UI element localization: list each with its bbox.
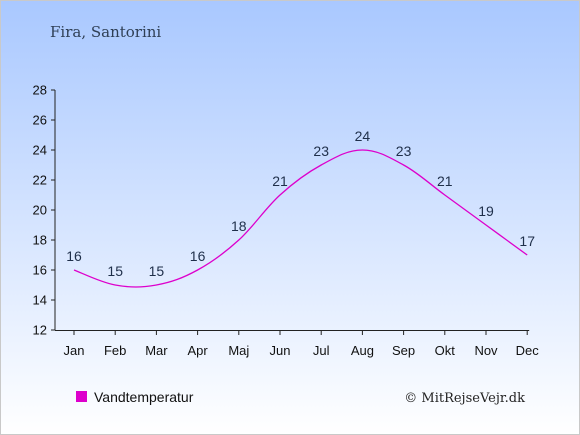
x-axis: Jan Feb Mar Apr Maj Jun Jul Aug Sep Okt Nov Dec xyxy=(55,330,539,358)
x-tick-label: Mar xyxy=(145,343,168,358)
x-tick-label: Apr xyxy=(187,343,208,358)
x-tick-label: Maj xyxy=(228,343,249,358)
data-label: 21 xyxy=(437,173,453,189)
x-tick-label: Nov xyxy=(474,343,498,358)
data-labels: 16 15 15 16 18 21 23 24 23 21 19 17 xyxy=(66,128,535,279)
x-tick-label: Okt xyxy=(435,343,456,358)
x-tick-label: Jan xyxy=(64,343,85,358)
data-label: 23 xyxy=(396,143,412,159)
x-tick-label: Feb xyxy=(104,343,126,358)
series-line xyxy=(73,149,528,288)
chart-title: Fira, Santorini xyxy=(50,23,161,41)
y-tick-label: 12 xyxy=(33,323,47,338)
x-tick-label: Jun xyxy=(270,343,291,358)
data-label: 15 xyxy=(107,263,123,279)
data-label: 19 xyxy=(478,203,494,219)
data-label: 16 xyxy=(66,248,82,264)
data-label: 18 xyxy=(231,218,247,234)
y-tick-label: 22 xyxy=(33,173,47,188)
data-label: 15 xyxy=(149,263,165,279)
y-tick-label: 20 xyxy=(33,203,47,218)
x-tick-label: Jul xyxy=(313,343,330,358)
x-tick-label: Dec xyxy=(516,343,540,358)
data-label: 17 xyxy=(519,233,535,249)
y-tick-label: 26 xyxy=(33,113,47,128)
data-label: 16 xyxy=(190,248,206,264)
legend-swatch xyxy=(76,391,87,402)
x-tick-label: Sep xyxy=(392,343,415,358)
series-vandtemperatur xyxy=(73,149,528,288)
data-label: 23 xyxy=(313,143,329,159)
data-label: 24 xyxy=(355,128,371,144)
y-tick-label: 14 xyxy=(33,293,47,308)
y-tick-label: 28 xyxy=(33,83,47,98)
y-tick-label: 18 xyxy=(33,233,47,248)
data-label: 21 xyxy=(272,173,288,189)
legend-label: Vandtemperatur xyxy=(94,389,194,405)
credit-text: © MitRejseVejr.dk xyxy=(404,391,525,406)
y-tick-label: 16 xyxy=(33,263,47,278)
y-axis: 12 14 16 18 20 22 24 26 28 xyxy=(33,83,56,338)
y-tick-label: 24 xyxy=(33,143,47,158)
x-tick-label: Aug xyxy=(351,343,374,358)
